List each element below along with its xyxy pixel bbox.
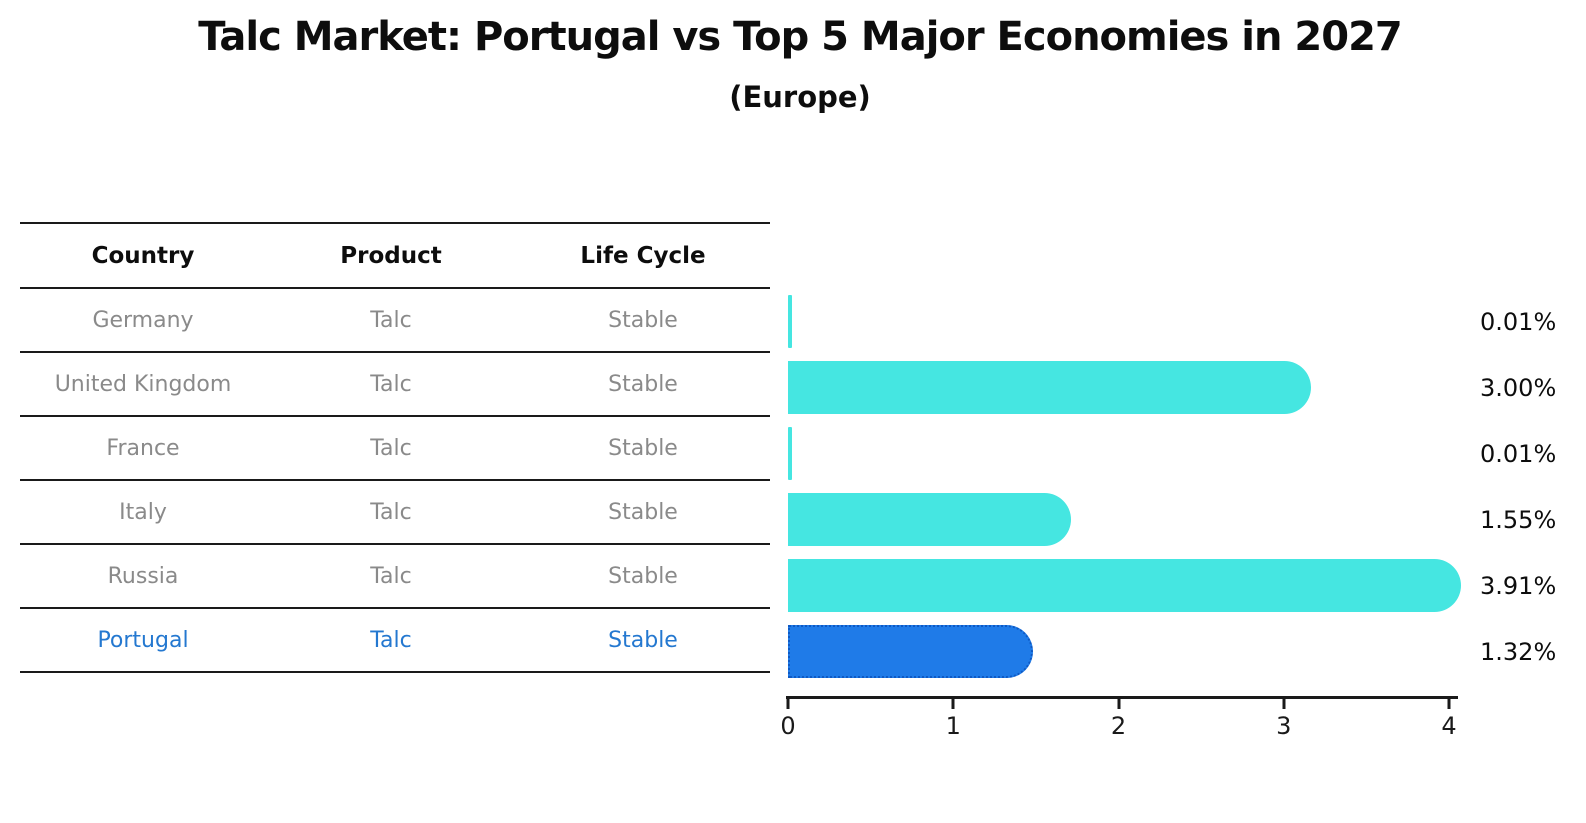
bar-row-france: [788, 421, 1548, 487]
table-header-row: Country Product Life Cycle: [20, 224, 770, 289]
table-row-italy: Italy Talc Stable: [20, 481, 770, 545]
table-row-russia: Russia Talc Stable: [20, 545, 770, 609]
bar-row-russia: [788, 553, 1548, 619]
table-cell-product: Talc: [370, 371, 412, 397]
x-tick-mark-1: [951, 699, 955, 709]
value-labels-column: 0.01% 3.00% 0.01% 1.55% 3.91% 1.32%: [1480, 289, 1580, 685]
x-tick-mark-3: [1282, 699, 1286, 709]
table-cell-country: Italy: [119, 499, 167, 525]
bar-row-germany: [788, 289, 1548, 355]
table-row-france: France Talc Stable: [20, 417, 770, 481]
bar-chart-plot-area: [788, 289, 1548, 685]
table-cell-life-cycle: Stable: [608, 307, 678, 333]
table-cell-life-cycle: Stable: [608, 371, 678, 397]
x-axis: 0 1 2 3 4: [780, 696, 1458, 746]
bar-germany: [788, 295, 792, 348]
table-cell-country: Russia: [107, 563, 179, 589]
value-label-france: 0.01%: [1480, 440, 1557, 468]
table-cell-country: France: [106, 435, 180, 461]
value-label-germany: 0.01%: [1480, 308, 1557, 336]
table-cell-life-cycle: Stable: [608, 499, 678, 525]
table-row-portugal: Portugal Talc Stable: [20, 609, 770, 673]
x-tick-label-3: 3: [1276, 712, 1292, 740]
table-cell-product: Talc: [370, 435, 412, 461]
table-cell-product: Talc: [370, 499, 412, 525]
bar-row-italy: [788, 487, 1548, 553]
value-label-italy: 1.55%: [1480, 506, 1557, 534]
table-row-united-kingdom: United Kingdom Talc Stable: [20, 353, 770, 417]
bar-row-portugal: [788, 619, 1548, 685]
x-tick-label-1: 1: [945, 712, 961, 740]
table-header-country: Country: [91, 242, 195, 269]
table-cell-product: Talc: [370, 563, 412, 589]
x-tick-mark-4: [1447, 699, 1451, 709]
x-tick-label-4: 4: [1441, 712, 1457, 740]
table-cell-product: Talc: [370, 627, 412, 653]
summary-table: Country Product Life Cycle Germany Talc St…: [20, 222, 770, 673]
value-label-russia: 3.91%: [1480, 572, 1557, 600]
table-cell-country: Germany: [92, 307, 194, 333]
table-header-life-cycle: Life Cycle: [580, 242, 706, 269]
value-label-united-kingdom: 3.00%: [1480, 374, 1557, 402]
table-cell-life-cycle: Stable: [608, 627, 678, 653]
table-cell-product: Talc: [370, 307, 412, 333]
bar-russia: [788, 559, 1462, 612]
x-tick-label-2: 2: [1110, 712, 1127, 740]
chart-title: Talc Market: Portugal vs Top 5 Major Eco…: [198, 14, 1402, 60]
table-cell-country: Portugal: [97, 627, 189, 653]
bar-row-united-kingdom: [788, 355, 1548, 421]
table-row-germany: Germany Talc Stable: [20, 289, 770, 353]
bar-portugal: [788, 625, 1034, 678]
table-cell-life-cycle: Stable: [608, 563, 678, 589]
x-tick-label-0: 0: [780, 712, 796, 740]
table-cell-country: United Kingdom: [54, 371, 232, 397]
chart-subtitle: (Europe): [729, 80, 871, 114]
bar-united-kingdom: [788, 361, 1311, 414]
table-cell-life-cycle: Stable: [608, 435, 678, 461]
x-tick-mark-0: [786, 699, 790, 709]
x-tick-mark-2: [1117, 699, 1120, 709]
value-label-portugal: 1.32%: [1480, 638, 1557, 666]
table-body: Germany Talc Stable United Kingdom Talc Stabl…: [20, 289, 770, 673]
table-header-product: Product: [340, 242, 442, 269]
bar-france: [788, 427, 792, 480]
bar-italy: [788, 493, 1072, 546]
